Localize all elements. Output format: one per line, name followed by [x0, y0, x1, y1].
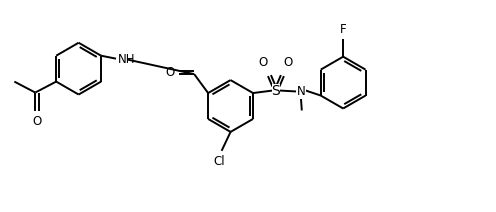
Text: F: F [340, 23, 347, 36]
Text: N: N [297, 85, 305, 98]
Text: O: O [259, 56, 268, 69]
Text: S: S [271, 84, 280, 98]
Text: Cl: Cl [214, 155, 225, 168]
Text: O: O [32, 115, 42, 128]
Text: NH: NH [118, 53, 135, 66]
Text: O: O [284, 56, 293, 69]
Text: O: O [165, 66, 174, 79]
